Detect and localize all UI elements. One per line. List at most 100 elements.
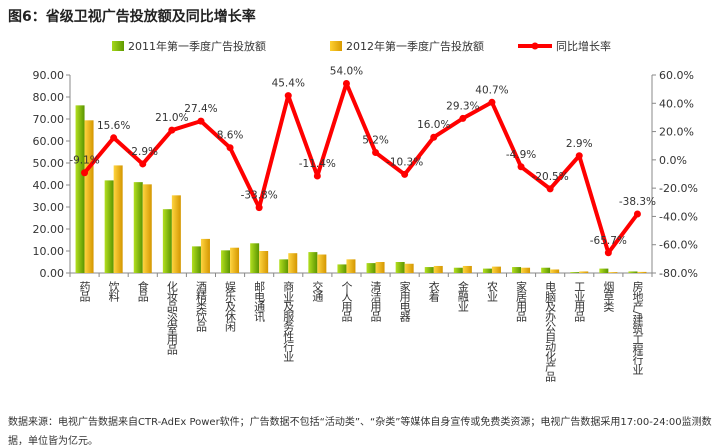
bar-2011 — [482, 268, 492, 273]
category-label: 家居用品 — [515, 280, 528, 322]
bar-2011 — [191, 246, 201, 273]
category-label: 金融业 — [456, 280, 469, 311]
left-tick-label: 30.00 — [33, 201, 65, 214]
legend-swatch-growth — [518, 42, 552, 50]
growth-data-label: -33.8% — [241, 190, 278, 202]
legend-label-2011: 2011年第一季度广告投放额 — [128, 40, 266, 53]
bar-2011 — [599, 268, 609, 273]
bar-2012 — [608, 272, 618, 273]
growth-point — [517, 163, 525, 171]
bar-2011 — [541, 267, 551, 273]
growth-point — [197, 117, 205, 125]
legend-swatch-2012 — [330, 41, 342, 51]
left-tick-label: 70.00 — [33, 113, 65, 126]
category-label: 工业用品 — [573, 281, 586, 322]
bar-2012 — [142, 184, 152, 273]
bar-2011 — [570, 272, 580, 273]
bar-2011 — [279, 259, 289, 273]
growth-data-label: 5.2% — [362, 135, 389, 147]
legend-label-growth: 同比增长率 — [556, 40, 611, 53]
growth-point — [604, 249, 612, 257]
left-tick-label: 50.00 — [33, 157, 65, 170]
bar-2012 — [404, 263, 414, 273]
growth-data-label: -11.4% — [299, 158, 336, 170]
legend-item-growth: 同比增长率 — [518, 38, 611, 54]
growth-data-label: -9.1% — [69, 155, 99, 167]
growth-data-label: 21.0% — [155, 112, 188, 124]
category-label: 饮料 — [107, 281, 120, 303]
bar-2012 — [113, 165, 123, 273]
growth-data-label: 27.4% — [184, 103, 217, 115]
bar-2011 — [133, 182, 143, 273]
growth-point — [110, 134, 118, 142]
category-label: 药品 — [78, 281, 91, 302]
bar-2012 — [433, 265, 443, 273]
bar-2011 — [104, 180, 114, 273]
right-tick-label: 40.0% — [659, 97, 694, 110]
category-label: 农业 — [485, 280, 498, 301]
category-label: 交通 — [311, 280, 324, 302]
bar-2012 — [521, 267, 531, 273]
bar-2011 — [628, 271, 638, 273]
plot-area: 0.00 10.00 20.00 30.00 40.00 50.00 60.00 70.00 8… — [33, 65, 698, 381]
bar-2011 — [337, 264, 347, 273]
bar-2011 — [308, 252, 318, 273]
category-label: 个人用品 — [340, 281, 353, 322]
bar-2012 — [462, 265, 472, 273]
growth-data-label: -20.5% — [532, 171, 569, 183]
category-label: 衣着 — [427, 280, 440, 303]
growth-point — [284, 92, 292, 100]
growth-point — [372, 149, 380, 157]
category-label: 烟草类 — [602, 280, 615, 313]
growth-point — [226, 144, 234, 152]
growth-point — [488, 98, 496, 106]
bar-2011 — [366, 263, 376, 273]
bar-2012 — [200, 238, 210, 273]
right-tick-label: -60.0% — [659, 239, 698, 252]
left-tick-label: 10.00 — [33, 245, 65, 258]
legend-item-2012: 2012年第一季度广告投放额 — [330, 38, 484, 54]
legend-label-2012: 2012年第一季度广告投放额 — [346, 40, 484, 53]
growth-point — [168, 126, 176, 134]
bar-2012 — [171, 195, 181, 273]
growth-data-label: -10.3% — [386, 156, 423, 168]
category-label: 商业及服务性行业 — [282, 280, 295, 361]
growth-point — [255, 204, 263, 212]
growth-data-label: 45.4% — [272, 78, 305, 90]
left-tick-label: 90.00 — [33, 69, 65, 82]
bar-2012 — [637, 271, 647, 273]
category-label: 清洁用品 — [369, 281, 382, 322]
category-label: 房地产/建筑工程行业 — [631, 281, 644, 374]
right-tick-label: -20.0% — [659, 182, 698, 195]
category-label: 娱乐及休闲 — [224, 280, 237, 332]
growth-point — [575, 152, 583, 160]
growth-point — [342, 79, 350, 87]
bar-2011 — [162, 209, 172, 273]
growth-data-label: 8.6% — [217, 130, 244, 142]
growth-data-label: 54.0% — [330, 65, 363, 77]
legend-swatch-2011 — [112, 41, 124, 51]
growth-data-label: -38.3% — [619, 196, 656, 208]
growth-point — [459, 114, 467, 122]
growth-line — [83, 81, 640, 255]
growth-data-label: 29.3% — [446, 100, 479, 112]
growth-data-label: -4.9% — [506, 149, 536, 161]
bar-2011 — [395, 262, 405, 273]
right-tick-label: 20.0% — [659, 126, 694, 139]
growth-data-label: 40.7% — [475, 84, 508, 96]
bar-2012 — [84, 120, 94, 273]
bar-2012 — [230, 247, 240, 273]
bar-2011 — [250, 243, 260, 273]
growth-data-label: -65.7% — [590, 235, 627, 247]
category-label: 食品 — [136, 280, 149, 302]
growth-point — [313, 172, 321, 180]
bar-2012 — [288, 253, 298, 273]
category-label: 酒精类饮品 — [194, 281, 207, 332]
left-tick-label: 40.00 — [33, 179, 65, 192]
bar-2011 — [221, 250, 231, 273]
right-tick-label: 0.0% — [659, 154, 687, 167]
right-tick-label: -80.0% — [659, 267, 698, 280]
growth-data-label: 15.6% — [97, 120, 130, 132]
bar-2012 — [375, 262, 385, 273]
